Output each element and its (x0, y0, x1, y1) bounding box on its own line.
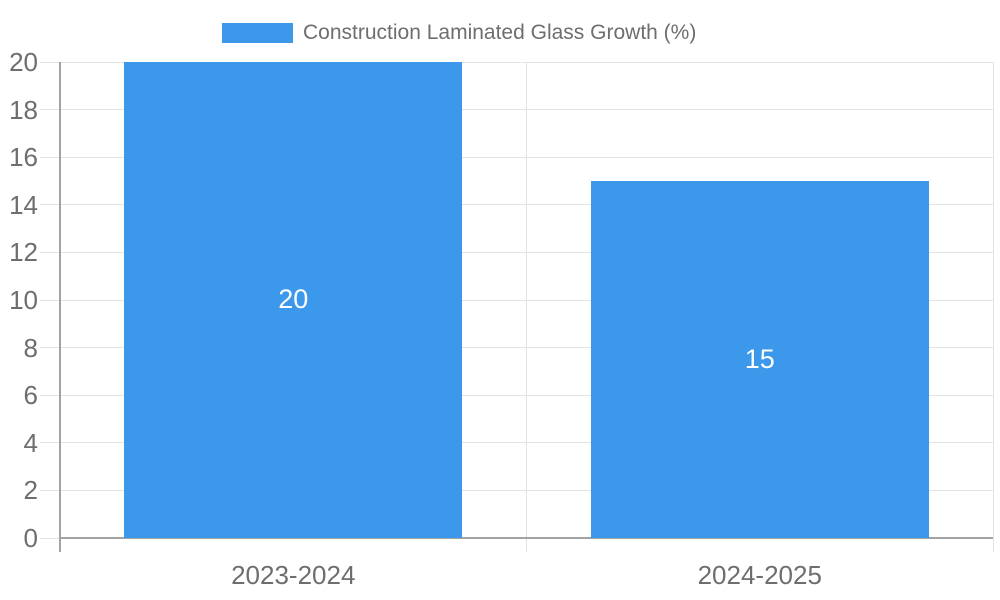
y-gridline (40, 489, 993, 491)
bar (124, 62, 463, 538)
y-tick-label: 10 (9, 285, 38, 315)
y-tick-label: 18 (9, 94, 38, 125)
x-axis-line (59, 537, 993, 539)
legend-swatch (222, 23, 293, 43)
y-gridline (40, 299, 993, 301)
y-gridline (40, 347, 993, 349)
y-gridline (40, 537, 60, 539)
y-tick-label: 12 (9, 237, 38, 268)
y-gridline (40, 156, 993, 158)
y-gridline (40, 109, 993, 111)
bar-value-label: 20 (278, 284, 309, 314)
category-boundary-line (992, 62, 994, 552)
bar (590, 181, 929, 538)
y-gridline (40, 251, 993, 253)
y-gridline (40, 442, 993, 444)
y-gridline (40, 204, 993, 206)
category-boundary-line (526, 62, 527, 552)
legend-label: Construction Laminated Glass Growth (%) (303, 21, 697, 44)
bar-value-label: 15 (744, 343, 775, 374)
x-tick-label: 2023-2024 (231, 560, 356, 590)
y-tick-label: 14 (9, 189, 38, 220)
y-axis-line (59, 62, 61, 552)
x-tick-label: 2024-2025 (697, 560, 822, 590)
y-tick-label: 16 (9, 142, 38, 173)
y-tick-label: 0 (23, 523, 38, 553)
y-tick-label: 20 (9, 47, 38, 77)
chart-legend[interactable]: Construction Laminated Glass Growth (%) (222, 21, 697, 44)
y-gridline (40, 394, 993, 396)
y-tick-label: 8 (23, 332, 38, 363)
y-tick-label: 4 (23, 427, 38, 458)
y-tick-label: 2 (23, 475, 38, 506)
y-tick-label: 6 (23, 380, 38, 411)
y-gridline (40, 61, 993, 63)
